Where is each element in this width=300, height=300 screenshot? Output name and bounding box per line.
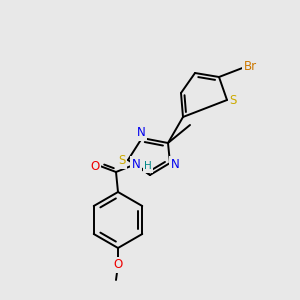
Text: N: N — [171, 158, 179, 170]
Text: S: S — [229, 94, 237, 106]
Text: O: O — [90, 160, 100, 172]
Text: N: N — [132, 158, 140, 170]
Text: S: S — [118, 154, 126, 167]
Text: N: N — [136, 127, 146, 140]
Text: Br: Br — [243, 59, 256, 73]
Text: O: O — [113, 259, 123, 272]
Text: H: H — [144, 161, 152, 171]
